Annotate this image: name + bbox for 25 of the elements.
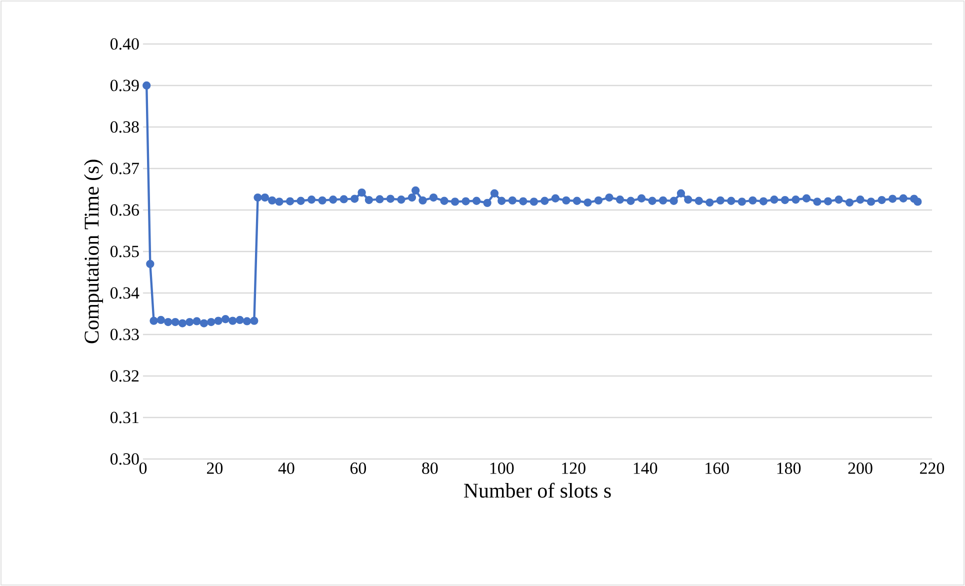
x-tick-label: 200: [848, 462, 872, 474]
y-tick-label: 0.36: [110, 204, 139, 216]
y-tick-label: 0.33: [110, 328, 139, 340]
x-tick-label: 80: [422, 462, 438, 474]
x-tick-label: 160: [706, 462, 729, 474]
x-tick-label: 220: [920, 462, 944, 474]
x-tick-label: 120: [562, 462, 586, 474]
y-tick-label: 0.37: [110, 162, 139, 174]
y-tick-label: 0.31: [110, 412, 138, 424]
x-tick-label: 20: [207, 462, 223, 474]
y-tick-label: 0.30: [110, 453, 139, 465]
y-tick-label: 0.32: [110, 370, 139, 382]
x-tick-label: 0: [139, 462, 147, 474]
x-tick-label: 100: [490, 462, 514, 474]
x-tick-label: 180: [777, 462, 801, 474]
y-axis-title: Computation Time (s): [84, 160, 103, 344]
x-tick-label: 40: [278, 462, 294, 474]
x-axis-title: Number of slots s: [464, 482, 611, 498]
y-tick-label: 0.35: [110, 246, 139, 258]
x-tick-label: 140: [634, 462, 658, 474]
y-tick-label: 0.39: [110, 80, 139, 92]
y-tick-label: 0.40: [110, 38, 139, 50]
y-tick-label: 0.38: [110, 121, 139, 133]
y-tick-label: 0.34: [110, 287, 140, 299]
x-tick-label: 60: [350, 462, 366, 474]
